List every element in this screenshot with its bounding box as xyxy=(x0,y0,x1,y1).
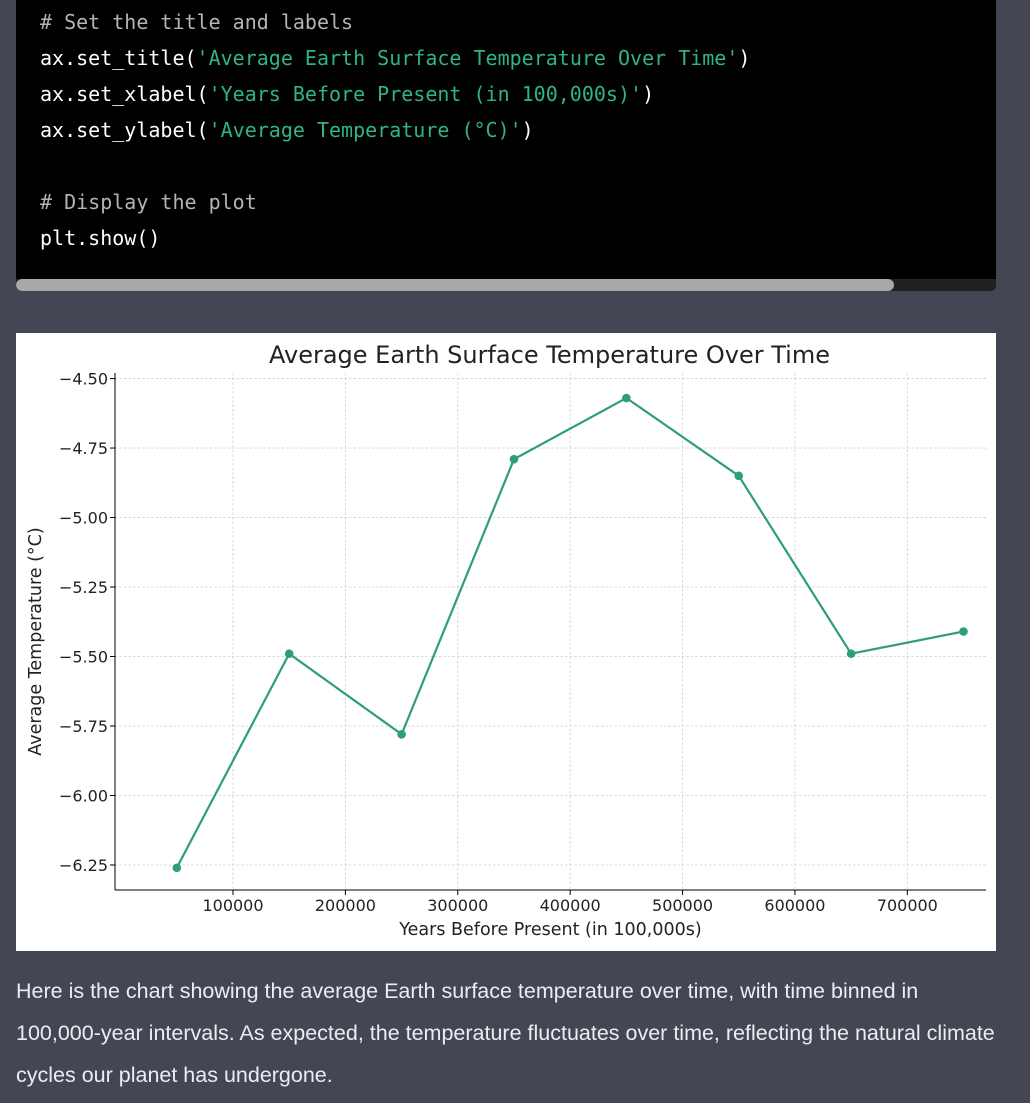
x-tick-label: 100000 xyxy=(202,896,263,915)
data-point xyxy=(959,627,968,636)
chart-panel: 100000 200000 300000 400000 500000 600000 7000… xyxy=(16,333,996,951)
chart-labels: 100000 200000 300000 400000 500000 600000 7000… xyxy=(26,341,938,940)
x-axis-label: Years Before Present (in 100,000s) xyxy=(398,920,701,940)
line-chart: 100000 200000 300000 400000 500000 600000 7000… xyxy=(26,341,986,940)
code-token: ) xyxy=(738,46,751,70)
x-tick-label: 300000 xyxy=(427,896,488,915)
code-token: ax.set_xlabel( xyxy=(40,82,209,106)
data-point xyxy=(846,649,856,659)
data-point xyxy=(397,730,406,739)
data-point xyxy=(734,471,744,481)
code-string-token: 'Average Temperature (°C)' xyxy=(208,118,522,142)
code-scrollbar-thumb[interactable] xyxy=(16,279,894,291)
y-tick-label: −6.25 xyxy=(59,856,108,875)
x-tick-label: 500000 xyxy=(652,896,713,915)
y-tick-label: −6.00 xyxy=(59,786,108,805)
code-token: ) xyxy=(642,82,655,106)
code-scrollbar[interactable] xyxy=(16,279,996,291)
y-tick-label: −5.50 xyxy=(59,648,108,667)
code-string-token: 'Years Before Present (in 100,000s)' xyxy=(208,82,643,106)
code-line: # Set the title and labels xyxy=(40,10,353,34)
x-tick-label: 200000 xyxy=(315,896,376,915)
y-axis-label: Average Temperature (°C) xyxy=(26,527,46,755)
data-point xyxy=(622,393,631,403)
code-line: ax.set_ylabel('Average Temperature (°C)'… xyxy=(40,118,534,142)
data-point xyxy=(284,649,294,659)
code-string-token: 'Average Earth Surface Temperature Over … xyxy=(196,46,739,70)
x-tick-label: 400000 xyxy=(540,896,601,915)
code-line: ax.set_title('Average Earth Surface Temp… xyxy=(40,46,750,70)
code-line: ax.set_xlabel('Years Before Present (in … xyxy=(40,82,654,106)
axes xyxy=(110,373,986,895)
y-tick-label: −5.00 xyxy=(59,509,108,528)
code-comment-token: # Set the title and labels xyxy=(40,10,354,34)
series-line xyxy=(175,396,964,869)
y-tick-label: −4.50 xyxy=(59,370,108,389)
code-token: ax.set_title( xyxy=(40,46,197,70)
code-token: ) xyxy=(521,118,534,142)
y-tick-label: −4.75 xyxy=(59,439,108,458)
code-comment-token: # Display the plot xyxy=(40,190,257,214)
code-line: # Display the plot xyxy=(40,190,257,214)
code-block: # Set the title and labels ax.set_title('… xyxy=(16,0,996,291)
chart-title: Average Earth Surface Temperature Over T… xyxy=(269,341,830,369)
y-tick-label: −5.25 xyxy=(59,578,108,597)
assistant-answer-text: Here is the chart showing the average Ea… xyxy=(16,979,995,1087)
data-point xyxy=(172,863,182,873)
data-point xyxy=(509,454,519,464)
code-token: plt.show() xyxy=(40,226,161,250)
y-tick-label: −5.75 xyxy=(59,717,108,736)
code-line: plt.show() xyxy=(40,226,160,250)
code-token: ax.set_ylabel( xyxy=(40,118,209,142)
temperature-series xyxy=(172,393,968,873)
grid-lines xyxy=(115,373,986,890)
x-tick-label: 700000 xyxy=(877,896,938,915)
x-tick-label: 600000 xyxy=(764,896,825,915)
